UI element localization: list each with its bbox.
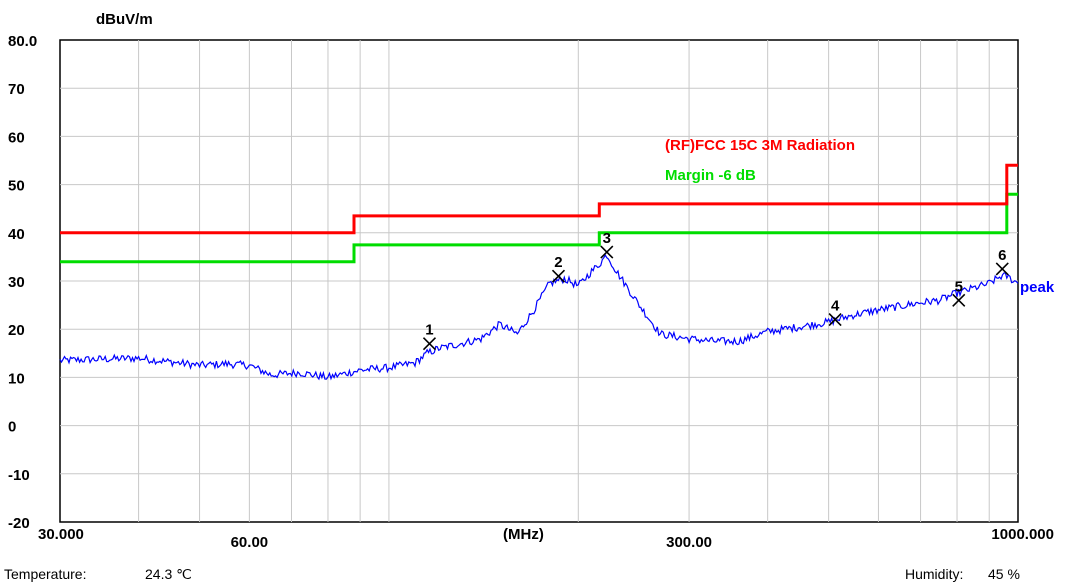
marker-2: 2 [551, 254, 566, 283]
y-tick-labels: 80.0 70 60 50 40 30 20 10 0 -10 -20 [8, 33, 37, 532]
temperature-value: 24.3 ℃ [145, 566, 192, 582]
markers: 1 2 3 4 5 6 [422, 230, 1009, 351]
marker-label: 3 [603, 230, 611, 247]
marker-6: 6 [995, 247, 1009, 276]
marker-3: 3 [600, 230, 614, 259]
x-axis-label: (MHz) [503, 526, 544, 543]
y-tick-label: 40 [8, 226, 25, 243]
y-tick-label: 50 [8, 178, 25, 195]
y-tick-label: -10 [8, 467, 30, 484]
humidity-label: Humidity: [905, 566, 964, 582]
humidity-value: 45 % [988, 566, 1020, 582]
marker-label: 4 [831, 298, 840, 315]
limit-line [60, 163, 1018, 235]
series [59, 254, 1019, 381]
x-tick-label: 1000.000 [991, 526, 1054, 543]
marker-cross-b [952, 293, 966, 307]
marker-label: 6 [998, 247, 1006, 264]
x-tick-labels: 30.000 60.00 300.00 1000.000 [38, 526, 1054, 551]
y-tick-label: 0 [8, 419, 16, 436]
marker-5: 5 [952, 278, 966, 307]
marker-label: 2 [554, 254, 562, 271]
marker-label: 1 [425, 322, 433, 339]
y-tick-label: -20 [8, 515, 30, 532]
series-label-peak: peak [1020, 279, 1055, 296]
series-line-peak [59, 254, 1019, 381]
y-tick-label: 60 [8, 129, 25, 146]
y-tick-label: 80.0 [8, 33, 37, 50]
marker-cross-b [551, 269, 566, 283]
y-tick-label: 10 [8, 370, 25, 387]
marker-4: 4 [828, 298, 842, 327]
x-tick-label: 300.00 [666, 534, 712, 551]
legend-limit-label: (RF)FCC 15C 3M Radiation [665, 137, 855, 154]
marker-cross-b [995, 262, 1009, 276]
emission-chart: 80.0 70 60 50 40 30 20 10 0 -10 -20 30.000 60.00 300… [8, 11, 1055, 551]
marker-cross-b [828, 312, 842, 327]
legend-margin-label: Margin -6 dB [665, 167, 756, 184]
marker-1: 1 [422, 322, 437, 351]
y-tick-label: 70 [8, 81, 25, 98]
x-tick-label: 60.00 [231, 534, 269, 551]
marker-cross-b [600, 245, 614, 259]
y-tick-label: 30 [8, 274, 25, 291]
limit-lines [60, 163, 1018, 264]
marker-label: 5 [955, 278, 963, 295]
temperature-label: Temperature: [4, 566, 87, 582]
x-tick-label: 30.000 [38, 526, 84, 543]
y-tick-label: 20 [8, 322, 25, 339]
y-axis-label: dBuV/m [96, 11, 153, 28]
marker-cross-b [422, 337, 437, 351]
